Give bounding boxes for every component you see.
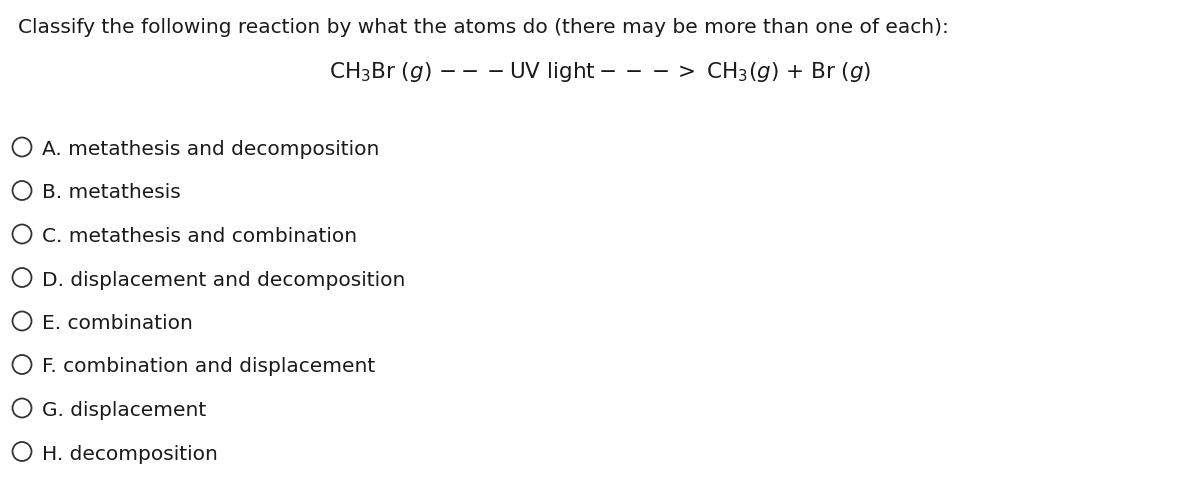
Text: $\mathrm{CH_3Br}$ $\mathit{(g)}$ $\mathrm{---UV\ light--->}$ $\mathrm{CH_3}\math: $\mathrm{CH_3Br}$ $\mathit{(g)}$ $\mathr… [329,60,871,84]
Text: H. decomposition: H. decomposition [42,444,218,463]
Text: Classify the following reaction by what the atoms do (there may be more than one: Classify the following reaction by what … [18,18,949,37]
Text: D. displacement and decomposition: D. displacement and decomposition [42,270,406,289]
Text: E. combination: E. combination [42,313,193,332]
Text: C. metathesis and combination: C. metathesis and combination [42,226,358,245]
Text: F. combination and displacement: F. combination and displacement [42,357,376,376]
Text: G. displacement: G. displacement [42,400,206,419]
Text: B. metathesis: B. metathesis [42,183,181,202]
Text: A. metathesis and decomposition: A. metathesis and decomposition [42,140,379,159]
